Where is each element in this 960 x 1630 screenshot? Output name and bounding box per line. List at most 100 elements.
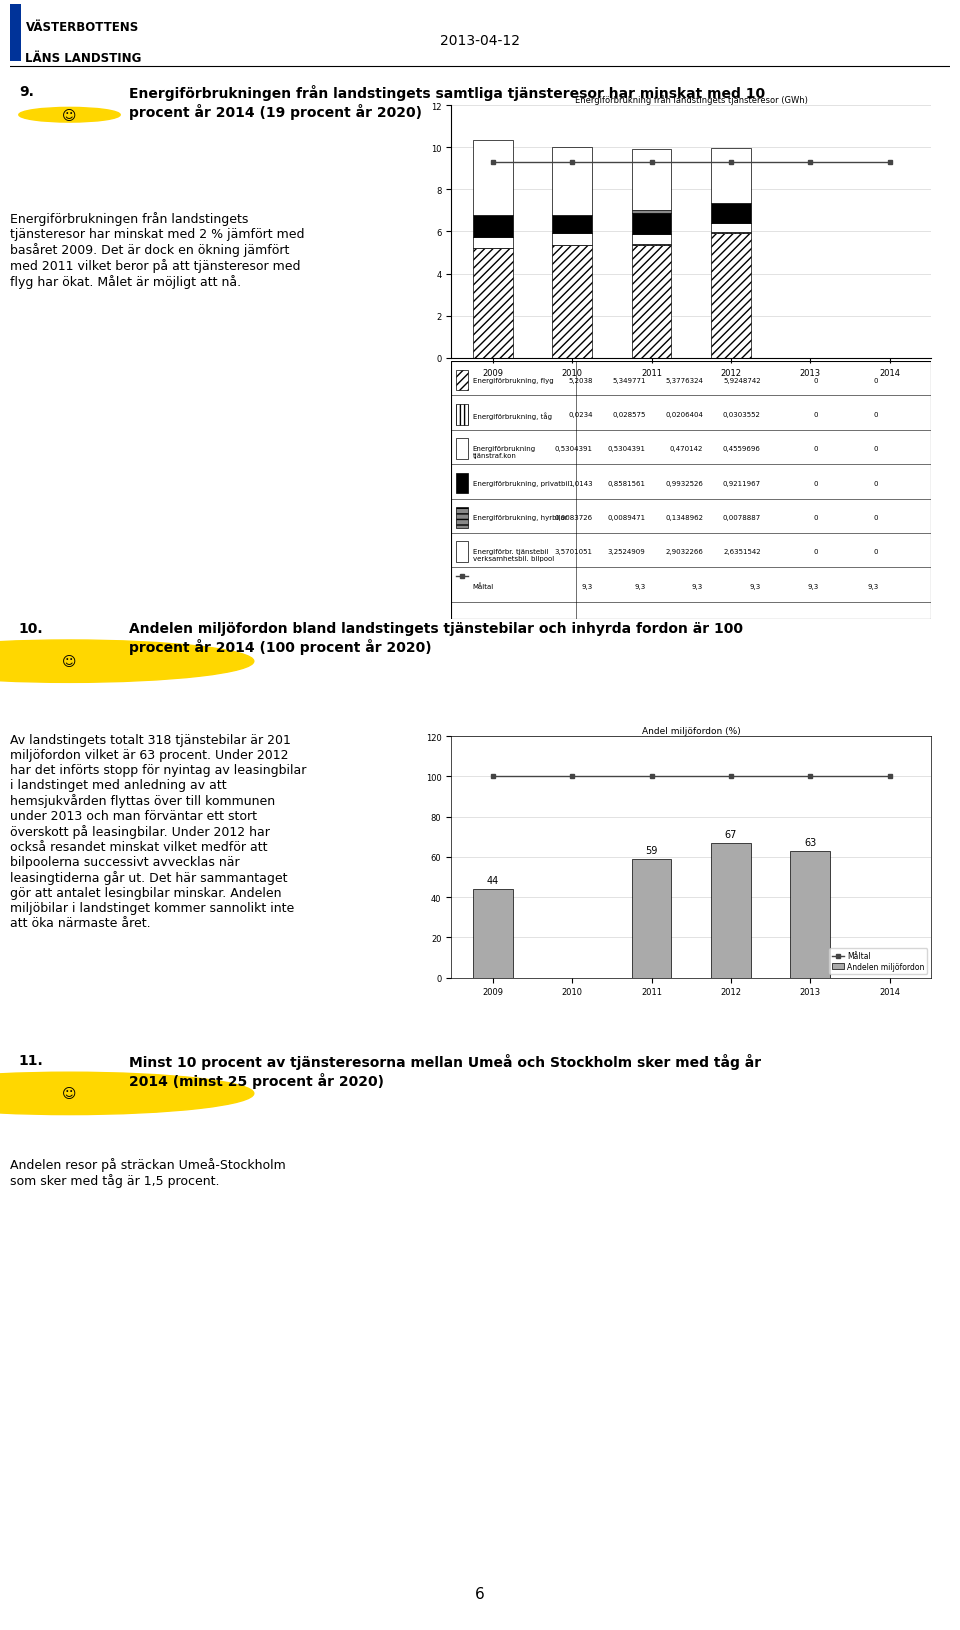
Bar <box>473 217 513 238</box>
Bar <box>632 150 671 212</box>
Text: ☺: ☺ <box>62 1087 77 1100</box>
Text: 9,3: 9,3 <box>582 584 592 590</box>
Bar <box>456 370 468 391</box>
Bar <box>711 233 751 359</box>
Måltal <box>884 768 896 787</box>
Text: 2013-04-12: 2013-04-12 <box>440 34 520 47</box>
Title: Energiförbrukning från landstingets tjänsteresor (GWh): Energiförbrukning från landstingets tjän… <box>575 95 807 106</box>
Text: Minst 10 procent av tjänsteresorna mellan Umeå och Stockholm sker med tåg år
201: Minst 10 procent av tjänsteresorna mella… <box>130 1053 761 1089</box>
Text: 0,0303552: 0,0303552 <box>723 412 760 417</box>
Text: 2,9032266: 2,9032266 <box>665 549 703 554</box>
Text: 0,028575: 0,028575 <box>612 412 645 417</box>
Text: Energiförbr. tjänstebil
verksamhetsbil. bilpool: Energiförbr. tjänstebil verksamhetsbil. … <box>472 549 554 562</box>
Legend: Måltal, Andelen miljöfordon: Måltal, Andelen miljöfordon <box>829 949 927 975</box>
Måltal <box>566 768 578 787</box>
Bar <box>632 246 671 359</box>
Bar <box>473 890 513 978</box>
Text: 0,5304391: 0,5304391 <box>555 447 592 452</box>
Text: 9,3: 9,3 <box>750 584 760 590</box>
Bar <box>711 223 751 233</box>
Text: 0,0234: 0,0234 <box>568 412 592 417</box>
Text: Energiförbrukning, tåg: Energiförbrukning, tåg <box>472 412 552 419</box>
Text: 3,5701051: 3,5701051 <box>555 549 592 554</box>
Text: 0,9211967: 0,9211967 <box>723 481 760 486</box>
Text: 9,3: 9,3 <box>807 584 818 590</box>
Text: 0: 0 <box>814 447 818 452</box>
Bar <box>711 843 751 978</box>
Text: 0,0078887: 0,0078887 <box>723 515 760 520</box>
Bar <box>632 214 671 235</box>
Text: 0: 0 <box>874 377 878 383</box>
Text: Av landstingets totalt 318 tjänstebilar är 201
miljöfordon vilket är 63 procent.: Av landstingets totalt 318 tjänstebilar … <box>10 734 306 929</box>
Bar <box>790 851 830 978</box>
Text: 63: 63 <box>804 838 816 848</box>
Text: Energiförbrukning, flyg: Energiförbrukning, flyg <box>472 377 553 383</box>
Måltal <box>487 768 498 787</box>
Text: 0: 0 <box>814 515 818 520</box>
Måltal <box>725 768 736 787</box>
Text: 0,470142: 0,470142 <box>670 447 703 452</box>
Circle shape <box>0 1073 253 1115</box>
Text: Energiförbrukning, hyrbilar: Energiförbrukning, hyrbilar <box>472 515 567 520</box>
Bar <box>473 249 513 359</box>
Text: ☺: ☺ <box>62 109 77 122</box>
Text: LÄNS LANDSTING: LÄNS LANDSTING <box>25 52 142 65</box>
Måltal <box>646 768 658 787</box>
Text: 9,3: 9,3 <box>635 584 645 590</box>
Text: Energiförbrukning
tjänstraf.kon: Energiförbrukning tjänstraf.kon <box>472 447 536 460</box>
Text: 5,3776324: 5,3776324 <box>665 377 703 383</box>
Bar <box>632 859 671 978</box>
Text: 0,0206404: 0,0206404 <box>665 412 703 417</box>
Text: 0: 0 <box>874 412 878 417</box>
Text: 3,2524909: 3,2524909 <box>608 549 645 554</box>
Text: 1,0143: 1,0143 <box>568 481 592 486</box>
Circle shape <box>0 641 253 683</box>
Text: 5,9248742: 5,9248742 <box>723 377 760 383</box>
Polygon shape <box>10 5 21 62</box>
Bar <box>473 238 513 248</box>
Text: Andelen resor på sträckan Umeå-Stockholm
som sker med tåg är 1,5 procent.: Andelen resor på sträckan Umeå-Stockholm… <box>10 1157 285 1187</box>
Text: Andelen miljöfordon bland landstingets tjänstebilar och inhyrda fordon är 100
pr: Andelen miljöfordon bland landstingets t… <box>130 621 743 654</box>
Bar <box>473 140 513 215</box>
Text: 0,0083726: 0,0083726 <box>555 515 592 520</box>
Måltal <box>804 768 816 787</box>
Text: 10.: 10. <box>19 621 43 636</box>
Text: ☺: ☺ <box>62 655 77 668</box>
Text: 0,9932526: 0,9932526 <box>665 481 703 486</box>
Bar <box>552 217 592 235</box>
Text: 2,6351542: 2,6351542 <box>723 549 760 554</box>
Text: Energiförbrukningen från landstingets samtliga tjänsteresor har minskat med 10
p: Energiförbrukningen från landstingets sa… <box>130 85 765 119</box>
Text: 67: 67 <box>725 830 737 839</box>
Text: 44: 44 <box>487 875 499 885</box>
Text: 0: 0 <box>814 549 818 554</box>
Bar <box>632 235 671 244</box>
Text: 0: 0 <box>874 549 878 554</box>
Text: 0: 0 <box>874 481 878 486</box>
Text: 59: 59 <box>645 846 658 856</box>
Text: 0,8581561: 0,8581561 <box>608 481 645 486</box>
Text: 0: 0 <box>814 412 818 417</box>
Text: 9,3: 9,3 <box>867 584 878 590</box>
Bar <box>552 148 592 217</box>
Text: 9,3: 9,3 <box>692 584 703 590</box>
Text: Energiförbrukningen från landstingets
tjänsteresor har minskat med 2 % jämfört m: Energiförbrukningen från landstingets tj… <box>10 212 304 289</box>
Text: 0: 0 <box>814 377 818 383</box>
Text: 0: 0 <box>814 481 818 486</box>
Text: 0: 0 <box>874 515 878 520</box>
Text: 11.: 11. <box>19 1053 43 1068</box>
Text: 6: 6 <box>475 1586 485 1601</box>
Text: 5,2038: 5,2038 <box>568 377 592 383</box>
Text: 5,349771: 5,349771 <box>612 377 645 383</box>
Text: Energiförbrukning, privatbil: Energiförbrukning, privatbil <box>472 481 569 486</box>
Bar <box>711 204 751 223</box>
Text: 0: 0 <box>874 447 878 452</box>
Text: 0,5304391: 0,5304391 <box>608 447 645 452</box>
Bar <box>711 148 751 204</box>
Text: 0,0089471: 0,0089471 <box>608 515 645 520</box>
Text: Måltal: Måltal <box>472 584 494 590</box>
Text: 0,1348962: 0,1348962 <box>665 515 703 520</box>
Bar <box>552 235 592 246</box>
Bar <box>552 246 592 359</box>
Bar <box>456 404 468 425</box>
Bar <box>456 438 468 460</box>
